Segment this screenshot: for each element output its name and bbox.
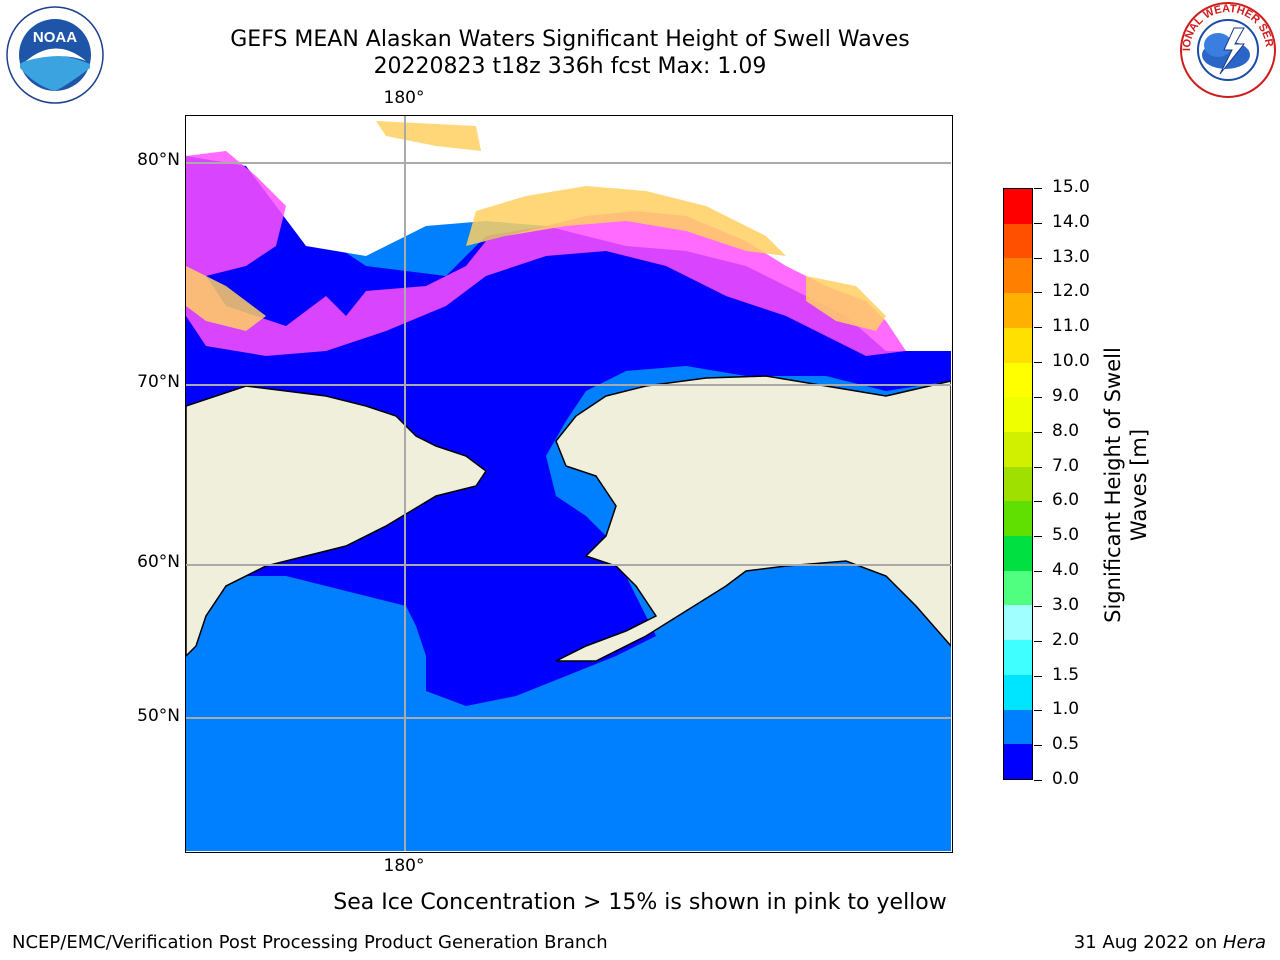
chart-subtitle: 20220823 t18z 336h fcst Max: 1.09 — [373, 54, 767, 79]
colorbar-tick — [1034, 536, 1042, 538]
swell-height-map — [185, 116, 952, 851]
colorbar-tick-label: 5.0 — [1052, 525, 1080, 546]
colorbar-segment — [1004, 431, 1032, 467]
graticule — [186, 116, 951, 851]
colorbar-segment — [1004, 536, 1032, 571]
colorbar-tick-label: 2.0 — [1052, 629, 1080, 650]
sea-ice-yellow — [186, 121, 886, 331]
colorbar-tick-label: 7.0 — [1052, 455, 1080, 476]
svg-text:NOAA: NOAA — [33, 29, 77, 46]
colorbar-tick-label: 12.0 — [1052, 281, 1090, 302]
colorbar-tick-label: 14.0 — [1052, 211, 1090, 232]
colorbar-tick — [1034, 745, 1042, 747]
no-data-north — [186, 116, 951, 351]
colorbar-segment — [1004, 674, 1032, 710]
land-siberia — [185, 385, 488, 658]
colorbar-tick-label: 0.5 — [1052, 734, 1080, 755]
colorbar-tick — [1034, 431, 1042, 433]
colorbar-segment — [1004, 327, 1032, 363]
colorbar-tick — [1034, 780, 1042, 781]
colorbar-segment — [1004, 466, 1032, 502]
colorbar-segment — [1004, 501, 1032, 537]
colorbar-tick-label: 0.0 — [1052, 769, 1080, 789]
colorbar-tick-label: 11.0 — [1052, 316, 1090, 337]
lat-label-80n: 80°N — [137, 150, 180, 170]
colorbar-tick-label: 8.0 — [1052, 420, 1080, 441]
colorbar-tick-label: 13.0 — [1052, 246, 1090, 267]
colorbar-tick — [1034, 571, 1042, 573]
colorbar-segment — [1004, 189, 1032, 224]
sea-ice-note: Sea Ice Concentration > 15% is shown in … — [333, 890, 947, 915]
colorbar-tick-label: 15.0 — [1052, 177, 1090, 197]
colorbar-tick-label: 10.0 — [1052, 351, 1090, 372]
colorbar-segment — [1004, 605, 1032, 641]
colorbar-tick-label: 3.0 — [1052, 594, 1080, 615]
colorbar-tick — [1034, 222, 1042, 224]
map-panel — [185, 115, 953, 853]
colorbar — [1003, 188, 1033, 780]
colorbar-tick-label: 1.5 — [1052, 664, 1080, 685]
lat-label-70n: 70°N — [137, 372, 180, 392]
colorbar-segment — [1004, 570, 1032, 606]
chart-title: GEFS MEAN Alaskan Waters Significant Hei… — [230, 27, 910, 52]
colorbar-tick — [1034, 396, 1042, 398]
colorbar-tick — [1034, 292, 1042, 294]
colorbar-tick — [1034, 327, 1042, 329]
colorbar-tick-label: 9.0 — [1052, 385, 1080, 406]
colorbar-tick — [1034, 257, 1042, 259]
colorbar-tick — [1034, 675, 1042, 677]
colorbar-tick — [1034, 640, 1042, 642]
colorbar-segment — [1004, 397, 1032, 432]
colorbar-segment — [1004, 223, 1032, 259]
footer-credit: NCEP/EMC/Verification Post Processing Pr… — [12, 932, 608, 953]
lat-label-60n: 60°N — [137, 552, 180, 572]
colorbar-segment — [1004, 744, 1032, 779]
colorbar-tick — [1034, 710, 1042, 712]
colorbar-tick — [1034, 501, 1042, 503]
footer-date: 31 Aug 2022 on Hera — [1073, 932, 1266, 953]
lon-label-bottom: 180° — [383, 856, 425, 876]
colorbar-tick — [1034, 466, 1042, 468]
colorbar-segment — [1004, 258, 1032, 294]
footer-host: Hera — [1222, 932, 1266, 953]
colorbar-tick-label: 6.0 — [1052, 490, 1080, 511]
colorbar-tick — [1034, 188, 1042, 189]
noaa-logo: NOAA — [6, 6, 104, 104]
colorbar-segment — [1004, 640, 1032, 675]
colorbar-segment — [1004, 709, 1032, 745]
lon-label-top: 180° — [383, 88, 425, 108]
colorbar-tick-label: 1.0 — [1052, 699, 1080, 720]
colorbar-segment — [1004, 362, 1032, 398]
national-weather-service-logo: NATIONAL WEATHER SERVICE — [1174, 0, 1278, 100]
lat-label-50n: 50°N — [137, 706, 180, 726]
colorbar-tick — [1034, 605, 1042, 607]
colorbar-segment — [1004, 293, 1032, 328]
colorbar-tick — [1034, 362, 1042, 364]
sea-ice-pink — [186, 151, 906, 356]
colorbar-tick-label: 4.0 — [1052, 560, 1080, 581]
